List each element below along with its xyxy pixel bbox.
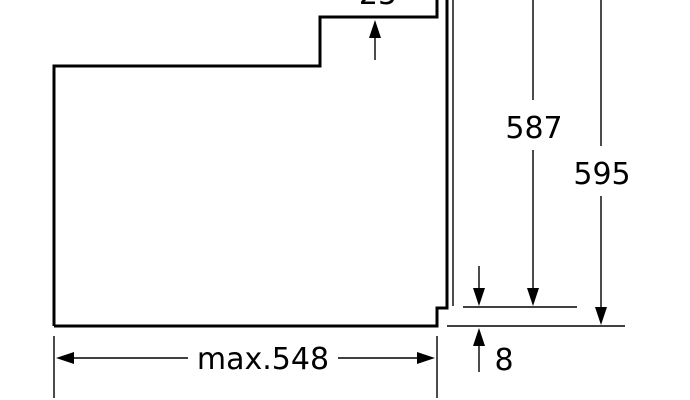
oven-body-bottom bbox=[54, 0, 449, 328]
top-offset-label: 25 bbox=[359, 0, 397, 12]
depth-label: max.548 bbox=[197, 342, 329, 377]
top-offset-dimension: 25 bbox=[359, 0, 397, 60]
inner-height-label: 587 bbox=[505, 111, 562, 146]
top-offset-arrowhead bbox=[369, 20, 381, 38]
bottom-gap-dimension: 8 bbox=[473, 266, 514, 378]
oven-body-outline bbox=[52, 0, 439, 326]
total-height-arrowhead bbox=[595, 307, 607, 325]
depth-arrowhead-right bbox=[417, 352, 435, 364]
bottom-gap-label: 8 bbox=[494, 343, 513, 378]
bottom-gap-arrowhead-up bbox=[473, 328, 485, 346]
depth-dimension: max.548 bbox=[53, 336, 438, 398]
inner-height-dimension: 587 bbox=[505, 0, 563, 306]
bottom-gap-arrowhead-down bbox=[473, 288, 485, 306]
inner-height-arrowhead bbox=[527, 288, 539, 306]
depth-arrowhead-left bbox=[56, 352, 74, 364]
total-height-label: 595 bbox=[573, 157, 630, 192]
total-height-dimension: 595 bbox=[573, 0, 631, 325]
